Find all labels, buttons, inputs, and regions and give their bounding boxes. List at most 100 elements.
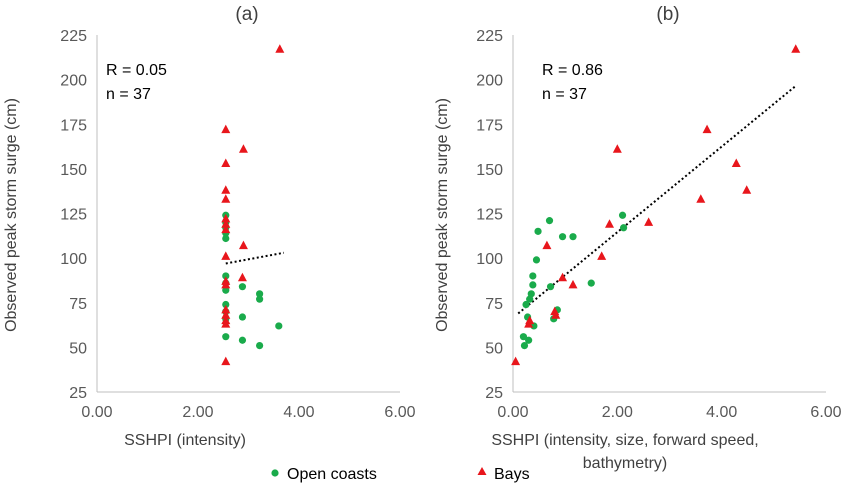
y-tick-label: 25 (69, 385, 87, 402)
data-point-bays (238, 240, 248, 250)
data-point-open-coasts (618, 211, 627, 219)
data-point-bays (221, 158, 231, 168)
data-point-bays (644, 217, 654, 226)
data-point-bays (221, 319, 231, 328)
legend-marker-open-coasts (271, 469, 279, 477)
panel-a: (a) R = 0.05 n = 37 SSHPI (intensity) Ob… (3, 4, 416, 449)
data-point-bays (605, 219, 615, 228)
x-tick-label: 4.00 (283, 404, 314, 421)
data-point-bays (597, 251, 607, 260)
data-point-open-coasts (238, 313, 247, 321)
x-tick-label: 4.00 (706, 404, 737, 421)
data-point-bays (221, 124, 231, 134)
y-tick-label: 225 (60, 28, 87, 45)
y-axis-label: Observed peak storm surge (cm) (3, 98, 20, 332)
data-point-bays (221, 356, 231, 366)
trendline (225, 251, 285, 265)
y-tick-label: 175 (476, 117, 503, 134)
data-point-bays (558, 272, 568, 282)
y-tick-label: 75 (485, 296, 503, 313)
data-point-open-coasts (519, 333, 528, 341)
data-point-open-coasts (522, 300, 530, 309)
data-point-open-coasts (569, 233, 577, 241)
y-tick-label: 100 (476, 251, 503, 268)
data-point-bays (221, 219, 231, 228)
legend: Open coasts Bays (271, 466, 530, 483)
data-point-open-coasts (520, 341, 529, 350)
data-point-open-coasts (275, 322, 283, 330)
data-point-bays (221, 213, 231, 223)
data-point-bays (542, 240, 552, 250)
data-point-bays (221, 185, 231, 194)
data-point-open-coasts (619, 224, 628, 232)
data-point-open-coasts (222, 272, 230, 280)
y-tick-label: 25 (485, 385, 503, 402)
data-point-open-coasts (238, 283, 247, 291)
data-point-bays (731, 158, 741, 168)
x-tick-label: 2.00 (182, 404, 213, 421)
data-point-open-coasts (532, 256, 541, 264)
y-tick-label: 225 (476, 28, 503, 45)
y-tick-label: 50 (485, 340, 503, 357)
data-point-bays (511, 356, 521, 366)
legend-marker-bays (477, 467, 487, 475)
trendline (517, 85, 796, 315)
data-point-bays (742, 185, 752, 194)
legend-label-open-coasts: Open coasts (287, 466, 377, 483)
y-axis-label: Observed peak storm surge (cm) (434, 98, 451, 332)
data-point-bays (702, 124, 712, 134)
data-point-bays (612, 144, 622, 153)
y-tick-label: 125 (476, 207, 503, 224)
data-point-bays (568, 279, 578, 289)
panel-title: (b) (656, 4, 679, 25)
data-point-open-coasts (527, 290, 535, 298)
y-tick-label: 150 (60, 162, 87, 179)
legend-label-bays: Bays (494, 466, 530, 483)
data-point-open-coasts (222, 286, 230, 294)
y-tick-label: 200 (476, 73, 503, 90)
data-point-open-coasts (558, 233, 567, 241)
x-tick-label: 6.00 (384, 404, 415, 421)
data-point-bays (221, 279, 231, 289)
data-point-open-coasts (545, 217, 554, 225)
data-point-open-coasts (529, 281, 537, 289)
data-point-bays (221, 194, 231, 203)
data-point-bays (237, 272, 247, 282)
data-point-bays (525, 315, 535, 325)
data-point-bays (275, 44, 285, 53)
data-point-open-coasts (222, 234, 230, 243)
data-point-open-coasts (525, 336, 533, 344)
annotation-n-value: n = 37 (542, 86, 587, 103)
panel-b: (b) R = 0.86 n = 37 SSHPI (intensity, si… (434, 4, 842, 472)
data-point-bays (551, 310, 561, 319)
annotation-n-value: n = 37 (106, 86, 151, 103)
x-axis-label-line-1: SSHPI (intensity, size, forward speed, (491, 432, 758, 449)
data-point-open-coasts (238, 336, 247, 344)
x-tick-label: 6.00 (810, 404, 841, 421)
annotation-r-value: R = 0.05 (106, 62, 167, 79)
data-point-open-coasts (546, 283, 555, 291)
data-point-bays (696, 194, 706, 203)
data-point-bays (221, 224, 231, 234)
x-axis-label-line-2: bathymetry) (583, 455, 667, 472)
data-point-open-coasts (256, 290, 264, 298)
y-tick-label: 150 (476, 162, 503, 179)
data-point-open-coasts (222, 300, 230, 309)
x-axis-label: SSHPI (intensity) (124, 432, 246, 449)
data-point-bays (238, 144, 248, 153)
y-tick-label: 100 (60, 251, 87, 268)
data-point-open-coasts (529, 272, 537, 280)
y-tick-label: 75 (69, 296, 87, 313)
x-tick-label: 0.00 (81, 404, 112, 421)
x-tick-label: 0.00 (497, 404, 528, 421)
data-point-open-coasts (534, 227, 542, 235)
y-tick-label: 200 (60, 73, 87, 90)
x-tick-label: 2.00 (602, 404, 633, 421)
y-tick-label: 50 (69, 340, 87, 357)
y-tick-label: 125 (60, 207, 87, 224)
annotation-r-value: R = 0.86 (542, 62, 603, 79)
data-point-open-coasts (222, 333, 230, 341)
y-tick-label: 175 (60, 117, 87, 134)
